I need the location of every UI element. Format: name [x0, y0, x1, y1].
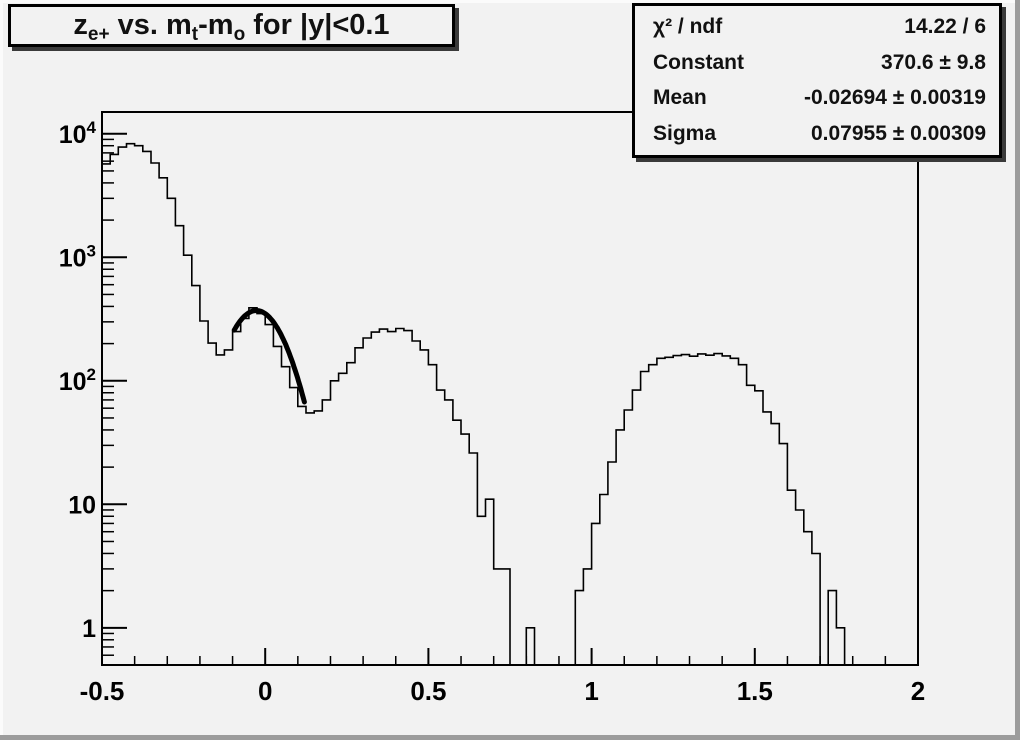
- y-tick-label: 10: [68, 491, 96, 519]
- x-tick-label: 1.5: [737, 676, 773, 706]
- stats-row-sigma: Sigma 0.07955 ± 0.00309: [635, 122, 999, 146]
- stats-label: χ² / ndf: [653, 14, 723, 38]
- stats-value: -0.02694 ± 0.00319: [803, 86, 986, 110]
- y-tick-label: 102: [59, 365, 96, 396]
- x-tick-label: 2: [911, 676, 925, 706]
- stats-row-chi2: χ² / ndf 14.22 / 6: [635, 15, 999, 39]
- stats-row-mean: Mean -0.02694 ± 0.00319: [635, 86, 999, 110]
- stats-value: 14.22 / 6: [904, 14, 986, 38]
- title-subscript: o: [233, 24, 246, 46]
- y-tick-label: 1: [82, 615, 96, 643]
- stats-box[interactable]: χ² / ndf 14.22 / 6 Constant 370.6 ± 9.8 …: [632, 3, 1002, 158]
- title-box[interactable]: ze+ vs. mt-mo for |y|<0.1: [8, 4, 455, 47]
- x-tick-label: 1: [584, 676, 598, 706]
- y-tick-label: 103: [59, 241, 96, 272]
- title-text: ze+ vs. mt-mo for |y|<0.1: [73, 9, 390, 46]
- histogram-line: [101, 142, 918, 666]
- title-subscript: t: [191, 24, 199, 46]
- stats-row-constant: Constant 370.6 ± 9.8: [635, 51, 999, 75]
- x-tick-label: 0: [258, 676, 272, 706]
- x-tick-label: -0.5: [80, 676, 125, 706]
- x-tick-label: 0.5: [410, 676, 446, 706]
- stats-label: Mean: [653, 86, 707, 110]
- stats-label: Constant: [653, 50, 744, 74]
- y-tick-label: 104: [59, 118, 97, 149]
- stats-value: 0.07955 ± 0.00309: [810, 122, 986, 146]
- fit-curve: [231, 307, 307, 405]
- stats-value: 370.6 ± 9.8: [881, 50, 986, 74]
- title-subscript: e+: [87, 24, 110, 46]
- stats-label: Sigma: [653, 122, 717, 146]
